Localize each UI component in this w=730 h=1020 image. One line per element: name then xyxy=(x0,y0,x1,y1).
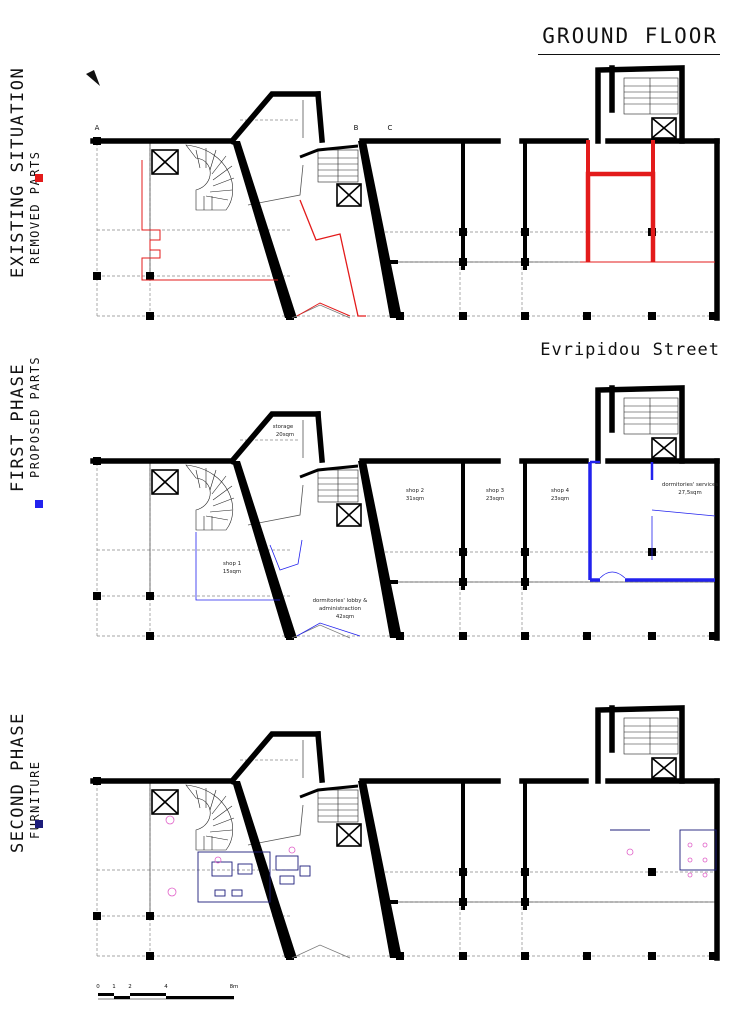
room-shop1-name: shop 1 xyxy=(223,561,241,567)
room-storage-name: storage xyxy=(273,424,294,430)
furniture-marks xyxy=(165,815,708,897)
furniture-parts xyxy=(197,829,717,903)
axis-letter-b: B xyxy=(354,124,359,132)
north-arrow-icon xyxy=(86,70,100,86)
room-shop1-area: 15sqm xyxy=(223,569,241,575)
scale-tick-0: 0 xyxy=(96,984,100,990)
room-shop2-area: 31sqm xyxy=(406,496,424,502)
plan-first: storage 20sqm shop 1 15sqm shop 2 31sqm … xyxy=(93,388,718,640)
street-label: Evripidou Street xyxy=(540,340,720,360)
axis-letter-c: C xyxy=(388,124,393,132)
room-shop4-name: shop 4 xyxy=(551,488,570,494)
room-lobby-area: 42sqm xyxy=(336,614,354,620)
room-lobby-line1: dormitories' lobby & xyxy=(313,598,369,604)
scale-bar: 0 1 2 4 8m xyxy=(96,984,239,1000)
room-lobby-line2: administraction xyxy=(319,606,361,612)
room-shop3-area: 23sqm xyxy=(486,496,504,502)
scale-tick-2: 2 xyxy=(128,984,132,990)
plan-second xyxy=(93,708,717,960)
room-services-area: 27,5sqm xyxy=(678,490,701,496)
room-shop2-name: shop 2 xyxy=(406,488,424,494)
legend-swatch-proposed xyxy=(35,500,43,508)
legend-swatch-furniture xyxy=(35,820,43,828)
legend-swatch-removed xyxy=(35,174,43,182)
room-services-name: dormitories' services xyxy=(662,482,718,488)
scale-tick-4: 4 xyxy=(164,984,168,990)
room-shop3-name: shop 3 xyxy=(486,488,504,494)
scale-tick-1: 1 xyxy=(112,984,116,990)
page-title: GROUND FLOOR xyxy=(538,24,720,55)
scale-tick-8: 8m xyxy=(230,984,239,990)
removed-parts xyxy=(141,140,715,317)
axis-letter-a: A xyxy=(95,124,100,132)
plan-existing: A B C xyxy=(86,68,717,320)
room-storage-area: 20sqm xyxy=(276,432,294,438)
proposed-parts xyxy=(195,460,716,637)
room-shop4-area: 23sqm xyxy=(551,496,569,502)
